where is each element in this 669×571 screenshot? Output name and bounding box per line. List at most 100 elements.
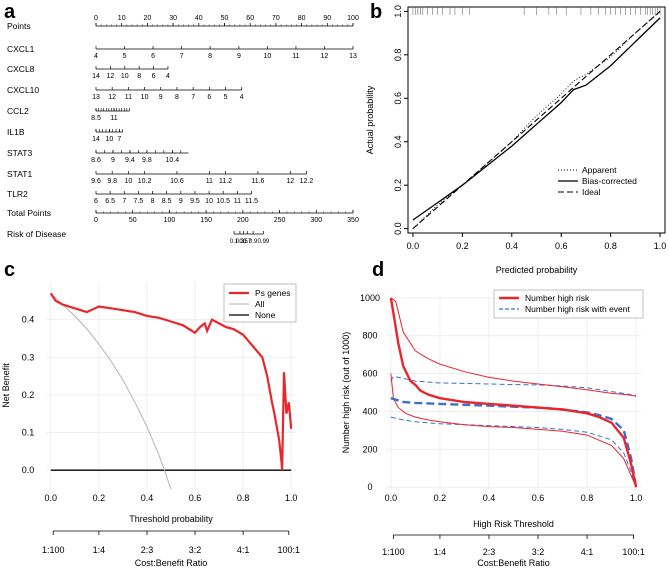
x-tick-label: 0.8 bbox=[237, 493, 250, 503]
x-axis-label: High Risk Threshold bbox=[473, 519, 554, 529]
legend-box bbox=[493, 289, 644, 319]
x-tick-label: 0.0 bbox=[385, 493, 398, 503]
nomogram-tick-label: 0.3 bbox=[236, 239, 245, 245]
y-tick-label: 0.0 bbox=[393, 222, 403, 235]
nomogram-tick-label: 10 bbox=[264, 53, 272, 60]
nomogram-row-label: CXCL8 bbox=[7, 64, 35, 74]
nomogram-tick-label: 6 bbox=[207, 94, 211, 101]
nomogram-row-label: Total Points bbox=[7, 208, 51, 218]
decision-curve-panel: 0.0 0.2 0.4 0.6 0.8 1.0 0.0 0.1 0.2 0.3 0.4 Thresho… bbox=[1, 282, 300, 568]
cost-benefit-axis-label: Cost:Benefit Ratio bbox=[477, 558, 550, 568]
nomogram-tick-label: 7 bbox=[117, 136, 121, 143]
legend-label: Bias-corrected bbox=[582, 176, 637, 186]
y-tick-label: 400 bbox=[362, 406, 377, 416]
nomogram-tick-label: 7 bbox=[122, 198, 126, 205]
legend-box bbox=[223, 283, 297, 323]
cost-benefit-tick-label: 1:100 bbox=[42, 545, 65, 555]
cost-benefit-tick-label: 4:1 bbox=[581, 547, 594, 557]
calibration-panel: 0.0 0.0 0.2 0.2 0.4 0.4 0.6 0.6 0.8 0.8 1.0 1.0 Pred… bbox=[365, 5, 666, 275]
nomogram-tick-label: 10 bbox=[124, 178, 132, 185]
nomogram-tick-label: 6 bbox=[151, 53, 155, 60]
nomogram-tick-label: 150 bbox=[200, 217, 212, 224]
cost-benefit-tick-label: 1:4 bbox=[434, 547, 447, 557]
nomogram-tick-label: 10 bbox=[121, 73, 129, 80]
y-tick-label: 0.4 bbox=[22, 315, 35, 325]
y-tick-label: 0.6 bbox=[393, 92, 403, 105]
x-tick-label: 0.0 bbox=[407, 241, 420, 251]
y-tick-label: 0.2 bbox=[393, 179, 403, 192]
nomogram-tick-label: 13 bbox=[92, 94, 100, 101]
legend-label: All bbox=[255, 299, 265, 309]
y-tick-label: 0.0 bbox=[22, 465, 35, 475]
x-tick-label: 0.6 bbox=[555, 241, 568, 251]
nomogram-tick-label: 0.1 bbox=[230, 239, 239, 245]
nomogram-tick-label: 0.7 bbox=[243, 239, 252, 245]
nomogram-tick-label: 9.4 bbox=[125, 157, 135, 164]
nomogram-row-label: Risk of Disease bbox=[7, 229, 66, 239]
y-axis-label: Actual probability bbox=[365, 85, 375, 154]
nomogram-tick-label: 12 bbox=[106, 73, 114, 80]
nomogram-tick-label: 10.6 bbox=[170, 178, 184, 185]
nomogram-tick-label: 70 bbox=[272, 15, 280, 22]
series-number-high-risk bbox=[389, 297, 638, 488]
nomogram-tick-label: 100 bbox=[164, 217, 176, 224]
nomogram-tick-label: 12 bbox=[286, 178, 294, 185]
series-number-high-risk-upper bbox=[390, 297, 637, 397]
cost-benefit-tick-label: 3:2 bbox=[532, 547, 545, 557]
nomogram-tick-label: 5 bbox=[224, 94, 228, 101]
nomogram-tick-label: 0.99 bbox=[258, 239, 270, 245]
nomogram-tick-label: 11 bbox=[206, 178, 213, 185]
nomogram-row-label: TLR2 bbox=[7, 189, 28, 199]
series-ideal bbox=[412, 10, 661, 230]
x-tick-label: 0.6 bbox=[532, 493, 545, 503]
nomogram-tick-label: 100 bbox=[347, 15, 359, 22]
y-tick-label: 0.2 bbox=[22, 390, 35, 400]
nomogram-tick-label: 20 bbox=[144, 15, 152, 22]
nomogram-tick-label: 0 bbox=[94, 15, 98, 22]
y-tick-label: 600 bbox=[362, 369, 377, 379]
nomogram-tick-label: 0.5 bbox=[239, 239, 248, 245]
nomogram-tick-label: 13 bbox=[349, 53, 357, 60]
legend-label: Apparent bbox=[582, 165, 617, 175]
nomogram-tick-label: 12 bbox=[321, 53, 329, 60]
series-bias-corrected bbox=[412, 17, 661, 221]
legend-label: Ideal bbox=[582, 187, 601, 197]
cost-benefit-tick-label: 1:4 bbox=[93, 545, 106, 555]
nomogram-tick-label: 50 bbox=[129, 217, 137, 224]
y-tick-label: 0.4 bbox=[393, 135, 403, 148]
nomogram-tick-label: 10.4 bbox=[166, 157, 180, 164]
panel-label-d: d bbox=[372, 259, 384, 281]
nomogram-row-label: IL1B bbox=[7, 127, 25, 137]
y-tick-label: 200 bbox=[362, 444, 377, 454]
cost-benefit-tick-label: 100:1 bbox=[278, 545, 301, 555]
nomogram-tick-label: 10.5 bbox=[216, 198, 230, 205]
nomogram-row-label: STAT3 bbox=[7, 148, 32, 158]
nomogram-tick-label: 200 bbox=[237, 217, 249, 224]
cost-benefit-tick-label: 4:1 bbox=[237, 545, 250, 555]
nomogram-tick-label: 11.6 bbox=[251, 178, 264, 185]
nomogram-tick-label: 10 bbox=[205, 198, 213, 205]
nomogram-tick-label: 8 bbox=[151, 198, 155, 205]
nomogram-tick-label: 11 bbox=[292, 53, 299, 60]
y-axis-label: Net Benefit bbox=[1, 363, 11, 408]
nomogram-tick-label: 9.8 bbox=[142, 157, 152, 164]
x-tick-label: 0.4 bbox=[506, 241, 519, 251]
x-tick-label: 0.2 bbox=[93, 493, 106, 503]
legend-label: Number high risk bbox=[525, 293, 590, 303]
nomogram-tick-label: 7 bbox=[180, 53, 184, 60]
nomogram-tick-label: 8 bbox=[208, 53, 212, 60]
cost-benefit-tick-label: 2:3 bbox=[483, 547, 496, 557]
nomogram-tick-label: 9.6 bbox=[91, 178, 101, 185]
nomogram-tick-label: 14 bbox=[92, 73, 100, 80]
nomogram-tick-label: 4 bbox=[240, 94, 244, 101]
clinical-impact-panel: 0.0 0.2 0.4 0.6 0.8 1.0 0 200 400 600 800 1000 High … bbox=[341, 289, 645, 568]
nomogram-tick-label: 40 bbox=[195, 15, 203, 22]
nomogram-tick-label: 8.6 bbox=[91, 157, 101, 164]
nomogram-tick-label: 6 bbox=[94, 198, 98, 205]
panel-label-a: a bbox=[4, 1, 16, 23]
nomogram-tick-label: 50 bbox=[221, 15, 229, 22]
x-tick-label: 0.4 bbox=[483, 493, 496, 503]
nomogram-tick-label: 0.9 bbox=[249, 239, 258, 245]
nomogram-tick-label: 11 bbox=[125, 94, 132, 101]
